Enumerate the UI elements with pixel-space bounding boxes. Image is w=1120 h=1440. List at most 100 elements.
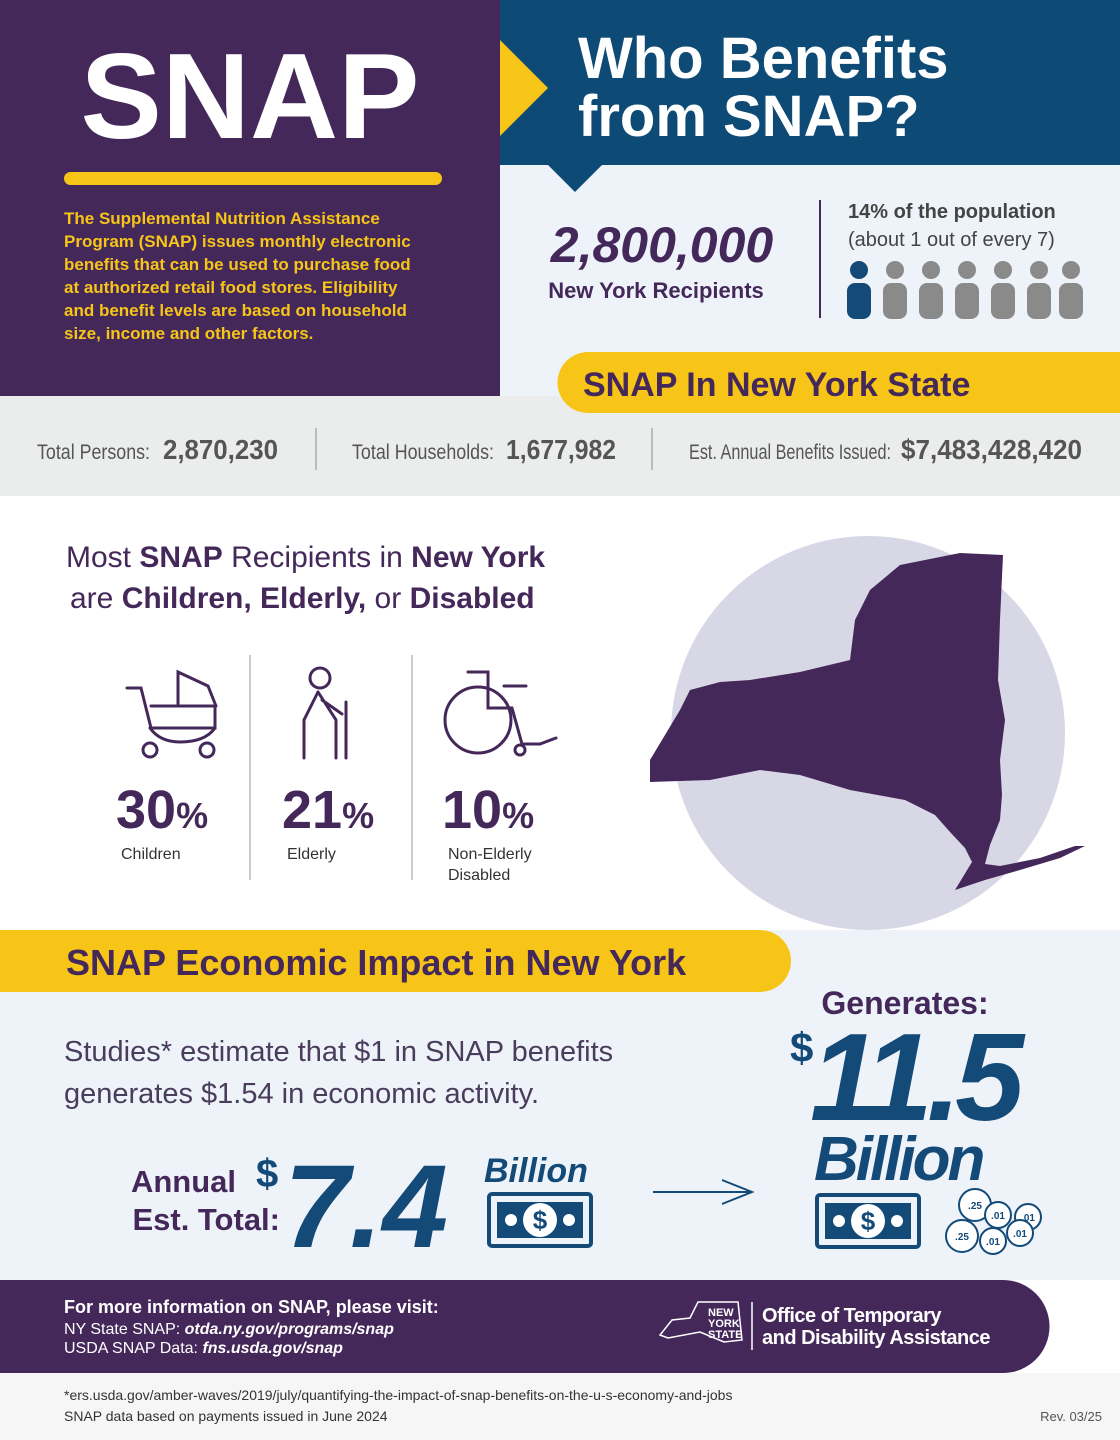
title: SNAP [81,28,420,164]
percent-value: 21 [282,780,342,840]
arrow [500,40,548,136]
state-title: SNAP In New York State [583,366,970,404]
logo-line: STATE [708,1329,742,1341]
demographics-heading: are Children, Elderly, or Disabled [70,582,535,615]
agency-name: Office of Temporary [762,1305,942,1327]
description-line: at authorized retail food stores. Eligib… [64,278,398,297]
person-icon [919,261,943,319]
currency: $ [256,1152,278,1196]
recipient-count: 2,800,000 [550,217,774,273]
person-icon [883,261,907,319]
annual-value: 7.4 [284,1141,448,1273]
percent-unit: % [176,795,208,836]
coin [1006,1219,1034,1247]
percent-unit: % [502,795,534,836]
footer-link: USDA SNAP Data: fns.usda.gov/snap [64,1340,343,1357]
demographics-heading: Most SNAP Recipients in New York [66,541,545,574]
economic-title: SNAP Economic Impact in New York [66,942,687,983]
bill-symbol: $ [533,1205,548,1235]
group-label: Non-Elderly [448,846,532,863]
generates-label: Generates: [821,985,988,1021]
heading-part: are [70,582,113,615]
headline-panel [500,0,1120,165]
wheelchair-icon [443,670,558,757]
footnote-source: *ers.usda.gov/amber-waves/2019/july/quan… [64,1387,732,1403]
heading-part: Disabled [410,582,535,615]
stat-value: 1,677,982 [506,434,616,465]
annual-label: Annual [131,1164,236,1199]
footer-link: NY State SNAP: otda.ny.gov/programs/snap [64,1321,394,1338]
coin-label: .01 [991,1211,1005,1222]
statement: Studies* estimate that $1 in SNAP benefi… [64,1036,613,1068]
link-url[interactable]: fns.usda.gov/snap [202,1340,343,1357]
footer-heading: For more information on SNAP, please vis… [64,1297,439,1317]
group-percent: 30% [116,780,208,840]
recipient-label: New York Recipients [548,278,764,303]
heading-part: or [375,582,402,615]
group-stats: 30% Children 21% Elderly 10% Non-Elderly… [116,780,534,884]
description-line: size, income and other factors. [64,324,313,343]
generated-unit: Billion [814,1125,984,1194]
footer-banner [0,1280,1050,1373]
elderly-icon [302,666,348,760]
logo-text: NEW YORK STATE [708,1307,742,1341]
stat-value: 2,870,230 [163,434,278,465]
stat-label: Total Households: [352,441,494,464]
group-percent: 21% [282,780,374,840]
coin-label: .25 [955,1232,969,1243]
heading-part: Recipients in [231,541,403,574]
heading-part: Children, Elderly, [122,582,367,615]
stat-label: Est. Annual Benefits Issued: [689,441,891,464]
share-note: (about 1 out of every 7) [848,229,1055,251]
annual-label: Est. Total: [132,1202,280,1237]
logo-map [658,1301,743,1343]
person-icon [991,261,1015,319]
description-line: benefits that can be used to purchase fo… [64,255,411,274]
coin-label: .01 [1021,1213,1035,1224]
heading-part: SNAP [139,541,222,574]
statement: generates $1.54 in economic activity. [64,1078,539,1110]
person-icon [847,261,871,319]
group-label: Elderly [287,846,336,863]
description: The Supplemental Nutrition Assistance Pr… [64,209,411,343]
percent-unit: % [342,795,374,836]
agency-name: and Disability Assistance [762,1327,990,1349]
person-icon [1027,261,1051,319]
logo-line: NEW [708,1307,734,1319]
stat-value: $7,483,428,420 [901,434,1082,465]
coin-labels: .25 .01 .01 .25 .01 .01 [955,1201,1035,1248]
coin-label: .01 [1013,1229,1027,1240]
title-underline [64,172,442,185]
headline: Who Benefits [578,26,949,91]
coins-icon [945,1188,1042,1255]
stats: Total Persons: 2,870,230 Total Household… [37,428,1082,470]
currency: $ [790,1024,813,1071]
percent-value: 10 [442,780,502,840]
coin-label: .01 [986,1237,1000,1248]
coin-label: .25 [968,1201,982,1212]
arrow-icon [653,1179,755,1205]
generated-value: 11.5 [810,1009,1026,1147]
annual-unit: Billion [484,1152,588,1190]
description-line: Program (SNAP) issues monthly electronic [64,232,411,251]
description-line: The Supplemental Nutrition Assistance [64,209,380,228]
group-label: Children [121,846,181,863]
group-label: Disabled [448,867,510,884]
logo-line: YORK [708,1318,740,1330]
heading-part: Most [66,541,132,574]
stroller-icon [125,669,218,759]
link-label: NY State SNAP: [64,1321,180,1338]
footnote-note: SNAP data based on payments issued in Ju… [64,1408,388,1424]
person-icon [955,261,979,319]
link-url[interactable]: otda.ny.gov/programs/snap [185,1321,394,1338]
notch [548,165,602,192]
percent-value: 30 [116,780,176,840]
footnote-panel [0,1373,1120,1440]
ny-map [650,553,1085,890]
headline: from SNAP? [578,84,920,149]
link-label: USDA SNAP Data: [64,1340,198,1357]
coin [979,1227,1007,1255]
group-percent: 10% [442,780,534,840]
